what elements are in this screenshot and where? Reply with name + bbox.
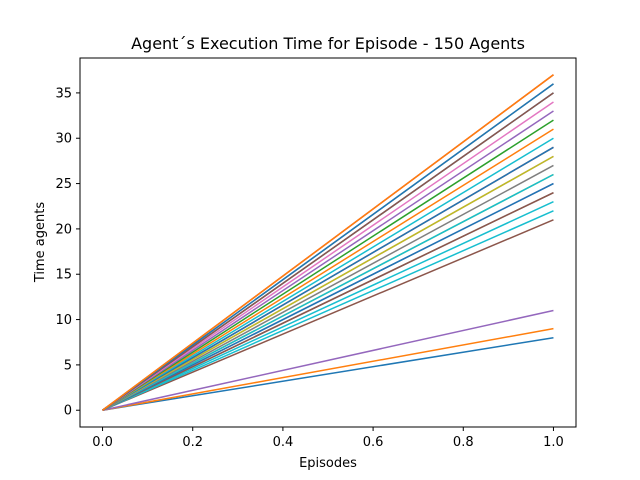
series-line-23 xyxy=(102,92,554,411)
series-line-17 xyxy=(102,137,554,411)
series-line-0 xyxy=(102,336,554,411)
x-tick-label: 1.0 xyxy=(543,435,564,450)
series-layer xyxy=(102,74,554,411)
x-tick-label: 0.2 xyxy=(182,435,203,450)
series-line-25 xyxy=(102,83,554,411)
y-tick-label: 30 xyxy=(55,132,72,147)
y-tick-label: 0 xyxy=(64,404,72,419)
series-line-12 xyxy=(102,164,554,411)
chart-title: Agent´s Execution Time for Episode - 150… xyxy=(131,34,525,53)
series-line-11 xyxy=(102,173,554,411)
series-line-3 xyxy=(102,219,554,411)
series-line-16 xyxy=(102,146,554,411)
y-tick-label: 20 xyxy=(55,222,72,237)
series-line-27 xyxy=(102,74,554,411)
series-line-18 xyxy=(102,128,554,411)
x-tick-label: 0.4 xyxy=(273,435,294,450)
series-line-20 xyxy=(102,110,554,411)
series-line-5 xyxy=(102,201,554,411)
series-line-4 xyxy=(102,210,554,411)
y-tick-label: 10 xyxy=(55,313,72,328)
x-tick-label: 0.0 xyxy=(92,435,113,450)
series-line-14 xyxy=(102,155,554,411)
y-tick-label: 5 xyxy=(64,358,72,373)
y-tick-label: 35 xyxy=(55,86,72,101)
y-axis: 0 5 10 15 20 25 30 35 xyxy=(55,86,80,419)
x-tick-label: 0.6 xyxy=(363,435,384,450)
x-axis: 0.0 0.2 0.4 0.6 0.8 1.0 xyxy=(92,427,564,450)
x-tick-label: 0.8 xyxy=(453,435,474,450)
series-line-9 xyxy=(102,182,554,411)
plot-frame xyxy=(79,57,577,428)
series-line-2 xyxy=(102,309,554,411)
series-line-19 xyxy=(102,119,554,411)
y-tick-label: 15 xyxy=(55,268,72,283)
series-line-7 xyxy=(102,191,554,411)
y-tick-label: 25 xyxy=(55,177,72,192)
x-axis-label: Episodes xyxy=(299,456,357,471)
y-axis-label: Time agents xyxy=(33,202,48,283)
series-line-21 xyxy=(102,101,554,411)
series-line-1 xyxy=(102,327,554,411)
